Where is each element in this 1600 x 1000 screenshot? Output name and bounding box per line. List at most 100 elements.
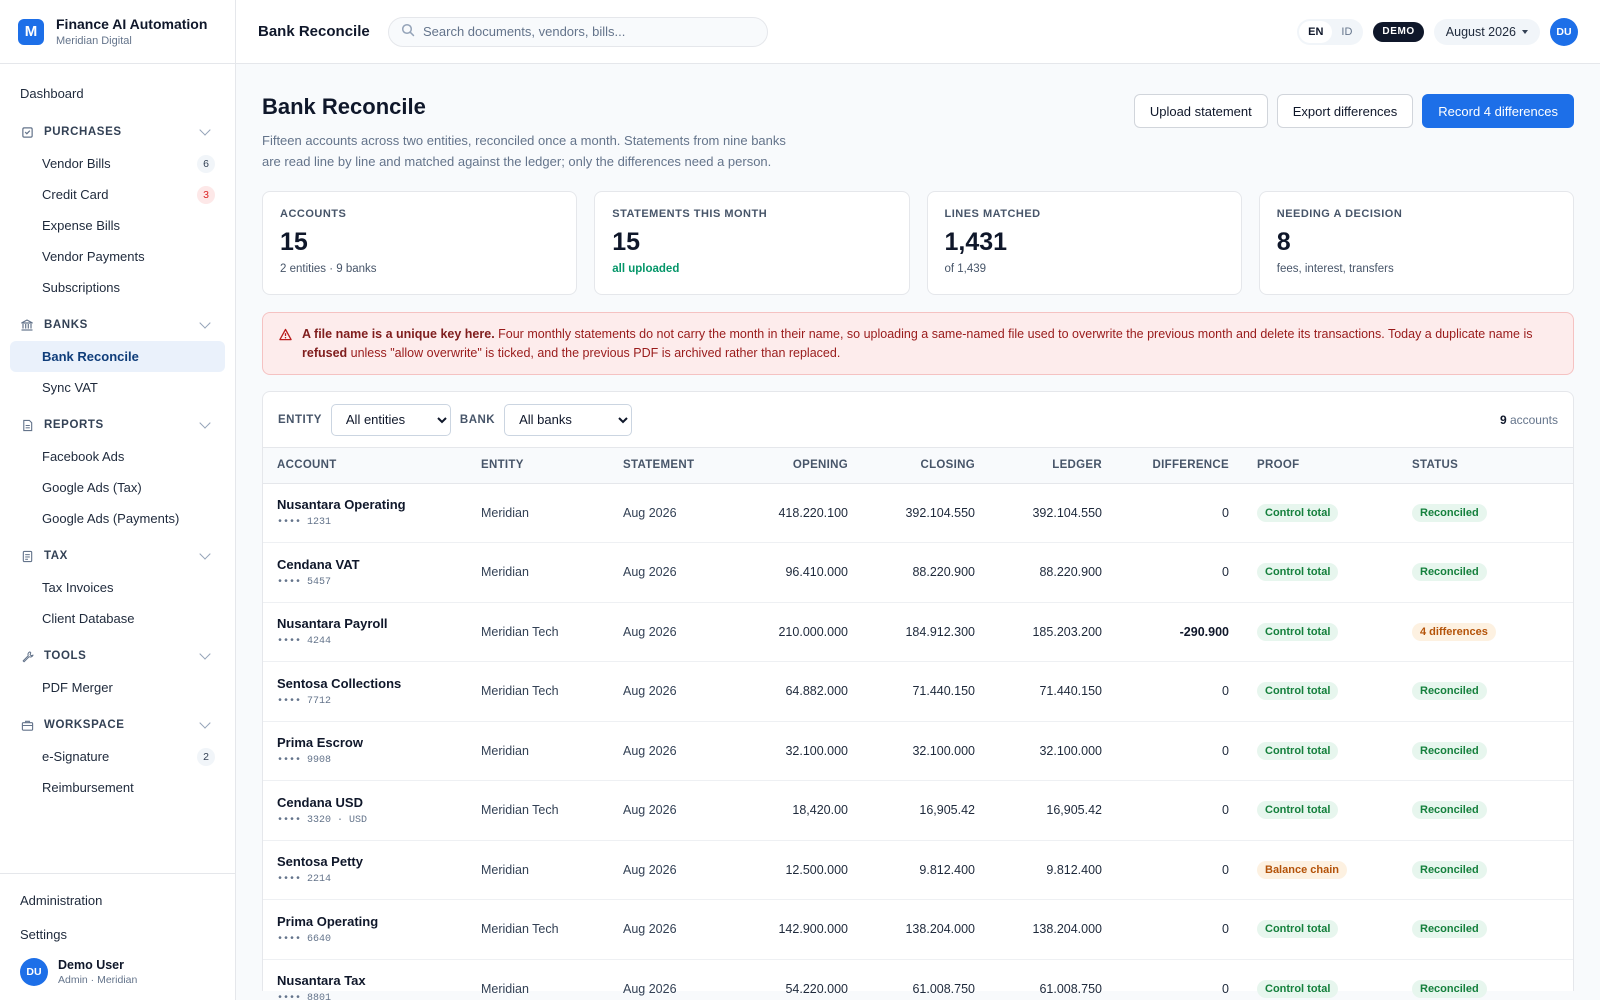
- nav-section-banks[interactable]: BANKS: [10, 309, 225, 341]
- chevron-down-icon[interactable]: [199, 648, 211, 660]
- account-mask: •••• 4244: [277, 636, 332, 648]
- account-name[interactable]: Nusantara Operating: [277, 497, 406, 513]
- account-name[interactable]: Nusantara Tax: [277, 973, 366, 989]
- brand[interactable]: M Finance AI Automation Meridian Digital: [0, 0, 235, 64]
- sidebar-item-e-signature[interactable]: e-Signature 2: [10, 741, 225, 772]
- sidebar-item-label: Vendor Payments: [42, 249, 145, 264]
- table-row[interactable]: Nusantara Tax •••• 8801 Meridian Aug 2026 54…: [263, 959, 1573, 1000]
- sidebar-item-vendor-payments[interactable]: Vendor Payments: [10, 241, 225, 272]
- kpi-label: ACCOUNTS: [280, 208, 347, 220]
- table-row[interactable]: Prima Operating •••• 6640 Meridian Tech Aug…: [263, 899, 1573, 960]
- column-header-ledger[interactable]: LEDGER: [989, 448, 1116, 484]
- account-name[interactable]: Nusantara Payroll: [277, 616, 388, 632]
- user-profile[interactable]: DU Demo User Admin · Meridian: [10, 952, 225, 986]
- column-header-entity[interactable]: ENTITY: [467, 448, 609, 484]
- column-header-statement[interactable]: STATEMENT: [609, 448, 735, 484]
- account-cell: Cendana USD •••• 3320 · USD: [263, 780, 467, 841]
- upload-statement-button[interactable]: Upload statement: [1133, 94, 1268, 128]
- nav-section-label: TOOLS: [44, 650, 87, 662]
- topbar-avatar[interactable]: DU: [1550, 17, 1578, 46]
- bank-filter-select[interactable]: All banks: [504, 403, 633, 436]
- lang-en-button[interactable]: EN: [1299, 20, 1333, 43]
- column-header-proof[interactable]: PROOF: [1243, 448, 1398, 484]
- account-name[interactable]: Prima Escrow: [277, 735, 363, 751]
- sidebar-item-label: Tax Invoices: [42, 580, 114, 595]
- column-header-status[interactable]: STATUS: [1398, 448, 1573, 484]
- nav-settings[interactable]: Settings: [20, 927, 67, 942]
- sidebar-item-facebook-ads[interactable]: Facebook Ads: [10, 441, 225, 472]
- month-label: August 2026: [1445, 24, 1516, 39]
- sidebar-item-sync-vat[interactable]: Sync VAT: [10, 372, 225, 403]
- chevron-down-icon[interactable]: [199, 717, 211, 729]
- sidebar-item-client-database[interactable]: Client Database: [10, 603, 225, 634]
- proof-badge: Control total: [1257, 682, 1339, 701]
- search-input[interactable]: [423, 24, 743, 39]
- table-row[interactable]: Prima Escrow •••• 9908 Meridian Aug 2026 32.…: [263, 721, 1573, 781]
- table-row[interactable]: Sentosa Petty •••• 2214 Meridian Aug 2026 12…: [263, 840, 1573, 900]
- account-name[interactable]: Cendana VAT: [277, 556, 360, 572]
- account-mask: •••• 6640: [277, 933, 332, 945]
- sidebar-item-label: Sync VAT: [42, 380, 98, 395]
- account-name[interactable]: Cendana USD: [277, 794, 363, 810]
- export-differences-button[interactable]: Export differences: [1276, 94, 1414, 128]
- sidebar-item-reimbursement[interactable]: Reimbursement: [10, 772, 225, 803]
- entity-cell: Meridian: [467, 721, 609, 781]
- cart-icon: [20, 125, 34, 139]
- sidebar-item-label: Bank Reconcile: [42, 349, 139, 364]
- closing-cell: 61.008.750: [862, 959, 989, 1000]
- sidebar-item-subscriptions[interactable]: Subscriptions: [10, 272, 225, 303]
- nav-section-workspace[interactable]: WORKSPACE: [10, 709, 225, 741]
- column-header-closing[interactable]: CLOSING: [862, 448, 989, 484]
- nav-section-label: WORKSPACE: [44, 719, 125, 731]
- column-header-account[interactable]: ACCOUNT: [263, 448, 467, 484]
- nav-dashboard[interactable]: Dashboard: [20, 86, 84, 101]
- table-row[interactable]: Nusantara Operating •••• 1231 Meridian Aug …: [263, 483, 1573, 543]
- chevron-down-icon[interactable]: [199, 317, 211, 329]
- entity-filter-label: ENTITY: [278, 413, 322, 426]
- sidebar-footer: Administration Settings DU Demo User Adm…: [0, 873, 235, 1000]
- nav-section-purchases[interactable]: PURCHASES: [10, 116, 225, 148]
- sidebar-item-bank-reconcile[interactable]: Bank Reconcile: [10, 341, 225, 372]
- nav-administration[interactable]: Administration: [20, 893, 103, 908]
- closing-cell: 392.104.550: [862, 483, 989, 543]
- topbar: Bank Reconcile EN ID DEMO August 2026 DU: [236, 0, 1600, 64]
- entity-cell: Meridian: [467, 959, 609, 1000]
- column-header-difference[interactable]: DIFFERENCE: [1116, 448, 1243, 484]
- ledger-cell: 392.104.550: [989, 483, 1116, 543]
- account-cell: Nusantara Tax •••• 8801: [263, 959, 467, 1000]
- account-name[interactable]: Sentosa Petty: [277, 854, 363, 870]
- chevron-down-icon[interactable]: [199, 124, 211, 136]
- nav-section-reports[interactable]: REPORTS: [10, 409, 225, 441]
- sidebar-item-expense-bills[interactable]: Expense Bills: [10, 210, 225, 241]
- account-name[interactable]: Prima Operating: [277, 913, 379, 929]
- proof-badge: Control total: [1257, 979, 1339, 998]
- search-box[interactable]: [388, 16, 768, 47]
- chevron-down-icon[interactable]: [199, 548, 211, 560]
- entity-filter-select[interactable]: All entities: [330, 403, 451, 436]
- table-row[interactable]: Nusantara Payroll •••• 4244 Meridian Tech A…: [263, 602, 1573, 662]
- opening-cell: 96.410.000: [735, 542, 862, 603]
- alert-body-1: Four monthly statements do not carry the…: [494, 327, 1533, 341]
- table-row[interactable]: Cendana VAT •••• 5457 Meridian Aug 2026 96.4…: [263, 542, 1573, 603]
- sidebar-item-label: e-Signature: [42, 749, 110, 764]
- record-differences-button[interactable]: Record 4 differences: [1422, 94, 1574, 128]
- difference-cell: 0: [1116, 542, 1243, 603]
- sidebar-item-tax-invoices[interactable]: Tax Invoices: [10, 572, 225, 603]
- table-row[interactable]: Sentosa Collections •••• 7712 Meridian Tec…: [263, 661, 1573, 722]
- column-header-opening[interactable]: OPENING: [735, 448, 862, 484]
- difference-value: 0: [1222, 505, 1229, 520]
- sidebar-item-credit-card[interactable]: Credit Card 3: [10, 179, 225, 210]
- sidebar-item-pdf-merger[interactable]: PDF Merger: [10, 672, 225, 703]
- sidebar-item-google-ads-payments[interactable]: Google Ads (Payments): [10, 503, 225, 534]
- sidebar-item-vendor-bills[interactable]: Vendor Bills 6: [10, 148, 225, 179]
- nav-section-tools[interactable]: TOOLS: [10, 640, 225, 672]
- chevron-down-icon[interactable]: [199, 417, 211, 429]
- alert-text: A file name is a unique key here. Four m…: [302, 325, 1557, 374]
- month-selector[interactable]: August 2026: [1433, 18, 1540, 45]
- table-row[interactable]: Cendana USD •••• 3320 · USD Meridian Tech A…: [263, 780, 1573, 841]
- lang-id-button[interactable]: ID: [1341, 25, 1353, 38]
- difference-value: 0: [1222, 981, 1229, 996]
- account-name[interactable]: Sentosa Collections: [277, 675, 402, 691]
- nav-section-tax[interactable]: TAX: [10, 540, 225, 572]
- sidebar-item-google-ads-tax[interactable]: Google Ads (Tax): [10, 472, 225, 503]
